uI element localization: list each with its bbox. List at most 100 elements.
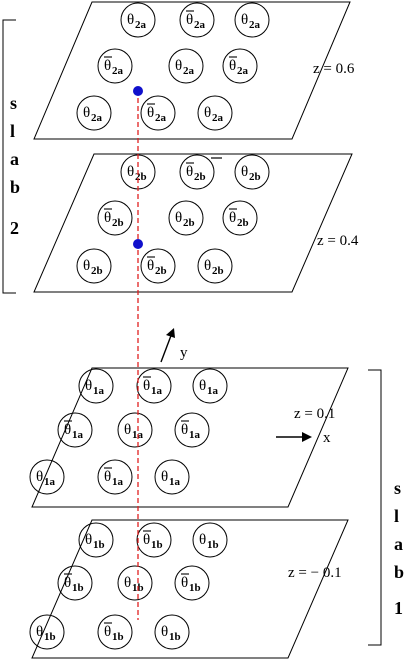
atom-circle: [222, 48, 258, 84]
atom-theta-symbol: θ: [36, 469, 43, 485]
atom-subscript: 1b: [169, 631, 181, 643]
atom-subscript: 2a: [91, 112, 103, 124]
atom-sites: θ 2a θ 2a θ 2aθ 2a θ 2a θ 2aθ 2a θ 2a θ 2aθ 2b θ 2b θ 2bθ 2b θ…: [29, 2, 270, 650]
atom-circle: [78, 368, 114, 404]
atom-site: θ 2b: [197, 248, 233, 284]
atom-theta-symbol: θ: [85, 532, 92, 548]
atom-circle: [192, 522, 228, 558]
atom-subscript: 1b: [72, 582, 84, 594]
atom-subscript: 2a: [194, 19, 206, 31]
atom-circle: [97, 48, 133, 84]
atom-circle: [168, 200, 204, 236]
atom-theta-symbol: θ: [229, 58, 236, 74]
slab-2-letter: l: [10, 121, 15, 141]
atom-theta-symbol: θ: [186, 164, 193, 180]
atom-subscript: 1b: [112, 631, 124, 643]
atom-site: θ 2a: [197, 95, 233, 131]
atom-theta-symbol: θ: [104, 210, 111, 226]
atom-circle: [192, 368, 228, 404]
atom-circle: [29, 614, 65, 650]
atom-circle: [117, 565, 153, 601]
atom-subscript: 2b: [91, 265, 103, 277]
atom-circle: [76, 248, 112, 284]
slab-1-letter: b: [394, 562, 404, 582]
atom-circle: [136, 368, 172, 404]
atom-theta-symbol: θ: [241, 12, 248, 28]
atom-circle: [117, 412, 153, 448]
atom-subscript: 2b: [237, 217, 249, 229]
slab-1-bracket: [368, 369, 382, 646]
atom-theta-symbol: θ: [83, 105, 90, 121]
atom-subscript: 1a: [44, 476, 56, 488]
atom-theta-symbol: θ: [64, 575, 71, 591]
atom-theta-symbol: θ: [124, 422, 131, 438]
atom-theta-symbol: θ: [204, 258, 211, 274]
x-axis-label: x: [323, 430, 331, 446]
atom-theta-symbol: θ: [143, 532, 150, 548]
atom-subscript: 1a: [112, 476, 124, 488]
slab-2-letter: b: [10, 177, 20, 197]
z-label-0.6: z = 0.6: [313, 61, 355, 77]
atom-theta-symbol: θ: [104, 624, 111, 640]
atom-circle: [174, 412, 210, 448]
atom-site: θ1a: [117, 412, 153, 448]
slab-1-letter: 1: [394, 598, 403, 618]
slab-2-letter: 2: [10, 218, 19, 238]
atom-circle: [174, 565, 210, 601]
atom-circle: [97, 459, 133, 495]
atom-site: θ 2a: [140, 95, 176, 131]
atom-site: θ 2a: [179, 2, 215, 38]
atom-theta-symbol: θ: [127, 164, 134, 180]
slab-1-letter: a: [394, 534, 403, 554]
atom-theta-symbol: θ: [85, 378, 92, 394]
atom-subscript: 1b: [207, 539, 219, 551]
atom-subscript: 2b: [194, 171, 206, 183]
atom-circle: [197, 95, 233, 131]
atom-subscript: 1b: [93, 539, 105, 551]
atom-theta-symbol: θ: [199, 532, 206, 548]
atom-theta-symbol: θ: [83, 258, 90, 274]
atom-theta-symbol: θ: [161, 624, 168, 640]
atom-subscript: 1a: [72, 429, 84, 441]
atom-theta-symbol: θ: [181, 422, 188, 438]
atom-theta-symbol: θ: [229, 210, 236, 226]
atom-subscript: 2a: [249, 19, 261, 31]
slab-2-bracket: [2, 19, 16, 294]
atom-theta-symbol: θ: [181, 575, 188, 591]
atom-theta-symbol: θ: [143, 378, 150, 394]
atom-theta-symbol: θ: [124, 575, 131, 591]
z-label-0.1: z = 0.1: [294, 406, 335, 422]
atom-site: θ 2b: [222, 200, 258, 236]
atom-circle: [57, 412, 93, 448]
atom-circle: [234, 154, 270, 190]
atom-subscript: 1a: [93, 385, 105, 397]
plane-z-0.4: [33, 153, 353, 293]
atom-site: θ 2b: [76, 248, 112, 284]
atom-circle: [120, 2, 156, 38]
atom-site: θ 2b: [97, 200, 133, 236]
atom-subscript: 1b: [151, 539, 163, 551]
atom-subscript: 1a: [189, 429, 201, 441]
atom-subscript: 2b: [155, 265, 167, 277]
atom-subscript: 2a: [212, 112, 224, 124]
atom-theta-symbol: θ: [104, 469, 111, 485]
marker-dot: [133, 86, 143, 96]
slab-1-letter: l: [394, 506, 399, 526]
atom-subscript: 2b: [112, 217, 124, 229]
slab-2-letter: s: [10, 93, 17, 113]
atom-theta-symbol: θ: [199, 378, 206, 394]
atom-circle: [57, 565, 93, 601]
atom-site: θ 2a: [76, 95, 112, 131]
atom-theta-symbol: θ: [147, 258, 154, 274]
atom-circle: [97, 200, 133, 236]
